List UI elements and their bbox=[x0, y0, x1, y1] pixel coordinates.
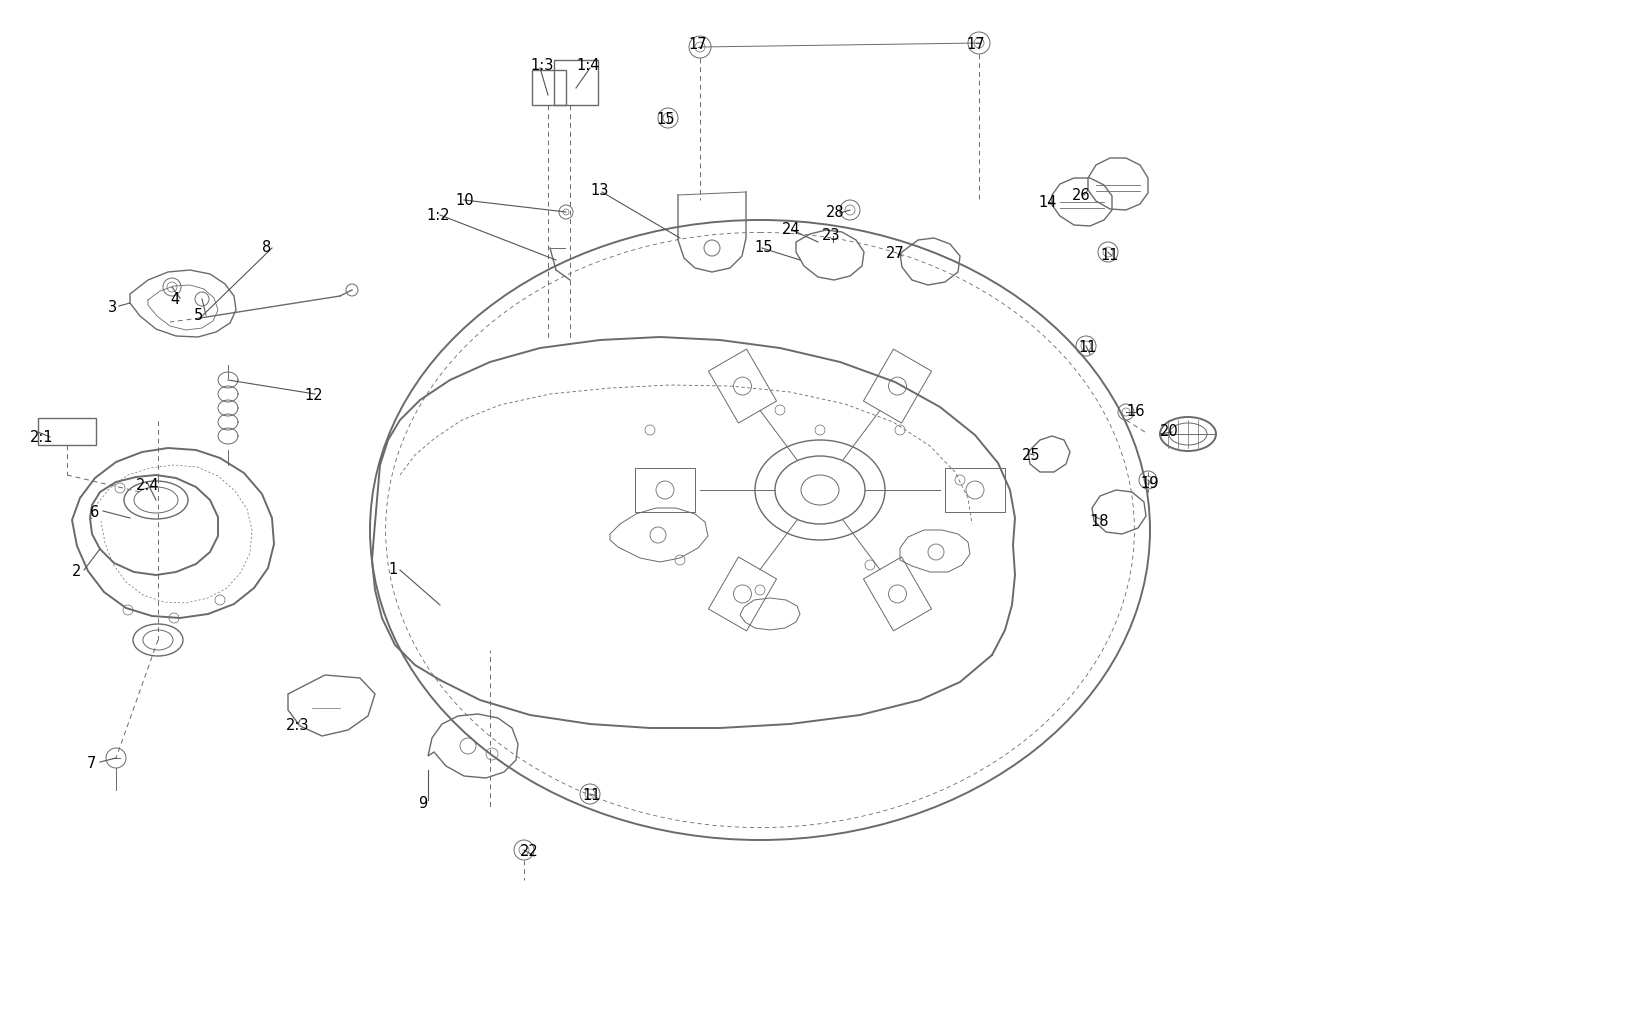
Text: 9: 9 bbox=[419, 796, 427, 811]
Text: 2:4: 2:4 bbox=[136, 478, 159, 493]
Text: 27: 27 bbox=[887, 246, 905, 261]
Text: 7: 7 bbox=[87, 756, 97, 771]
Text: 1: 1 bbox=[388, 562, 397, 577]
Text: 14: 14 bbox=[1038, 195, 1056, 210]
Text: 1:4: 1:4 bbox=[576, 58, 599, 73]
Text: 24: 24 bbox=[782, 222, 801, 237]
Text: 8: 8 bbox=[263, 240, 271, 255]
Text: 11: 11 bbox=[581, 788, 601, 803]
Text: 19: 19 bbox=[1140, 476, 1159, 491]
Text: 22: 22 bbox=[521, 844, 539, 859]
Text: 4: 4 bbox=[171, 292, 179, 307]
Text: 6: 6 bbox=[90, 505, 99, 520]
Text: 28: 28 bbox=[826, 205, 844, 220]
Text: 11: 11 bbox=[1100, 248, 1118, 263]
Text: 13: 13 bbox=[589, 183, 609, 198]
Text: 15: 15 bbox=[754, 240, 772, 255]
Text: 2:3: 2:3 bbox=[286, 718, 309, 733]
Text: 15: 15 bbox=[657, 112, 675, 127]
Text: 1:2: 1:2 bbox=[425, 208, 450, 223]
Text: 2:1: 2:1 bbox=[30, 430, 54, 445]
Text: 26: 26 bbox=[1072, 188, 1090, 203]
Text: 18: 18 bbox=[1090, 514, 1108, 529]
Text: 11: 11 bbox=[1079, 340, 1097, 355]
Text: 17: 17 bbox=[965, 37, 985, 52]
Text: 17: 17 bbox=[688, 37, 706, 52]
Text: 25: 25 bbox=[1021, 448, 1041, 463]
Text: 5: 5 bbox=[194, 308, 204, 324]
Text: 12: 12 bbox=[304, 388, 322, 403]
Text: 10: 10 bbox=[455, 193, 473, 208]
Text: 23: 23 bbox=[823, 228, 841, 243]
Text: 16: 16 bbox=[1126, 404, 1144, 419]
Text: 1:3: 1:3 bbox=[530, 58, 553, 73]
Text: 3: 3 bbox=[108, 300, 117, 315]
Text: 2: 2 bbox=[72, 564, 82, 579]
Text: 20: 20 bbox=[1159, 424, 1179, 439]
